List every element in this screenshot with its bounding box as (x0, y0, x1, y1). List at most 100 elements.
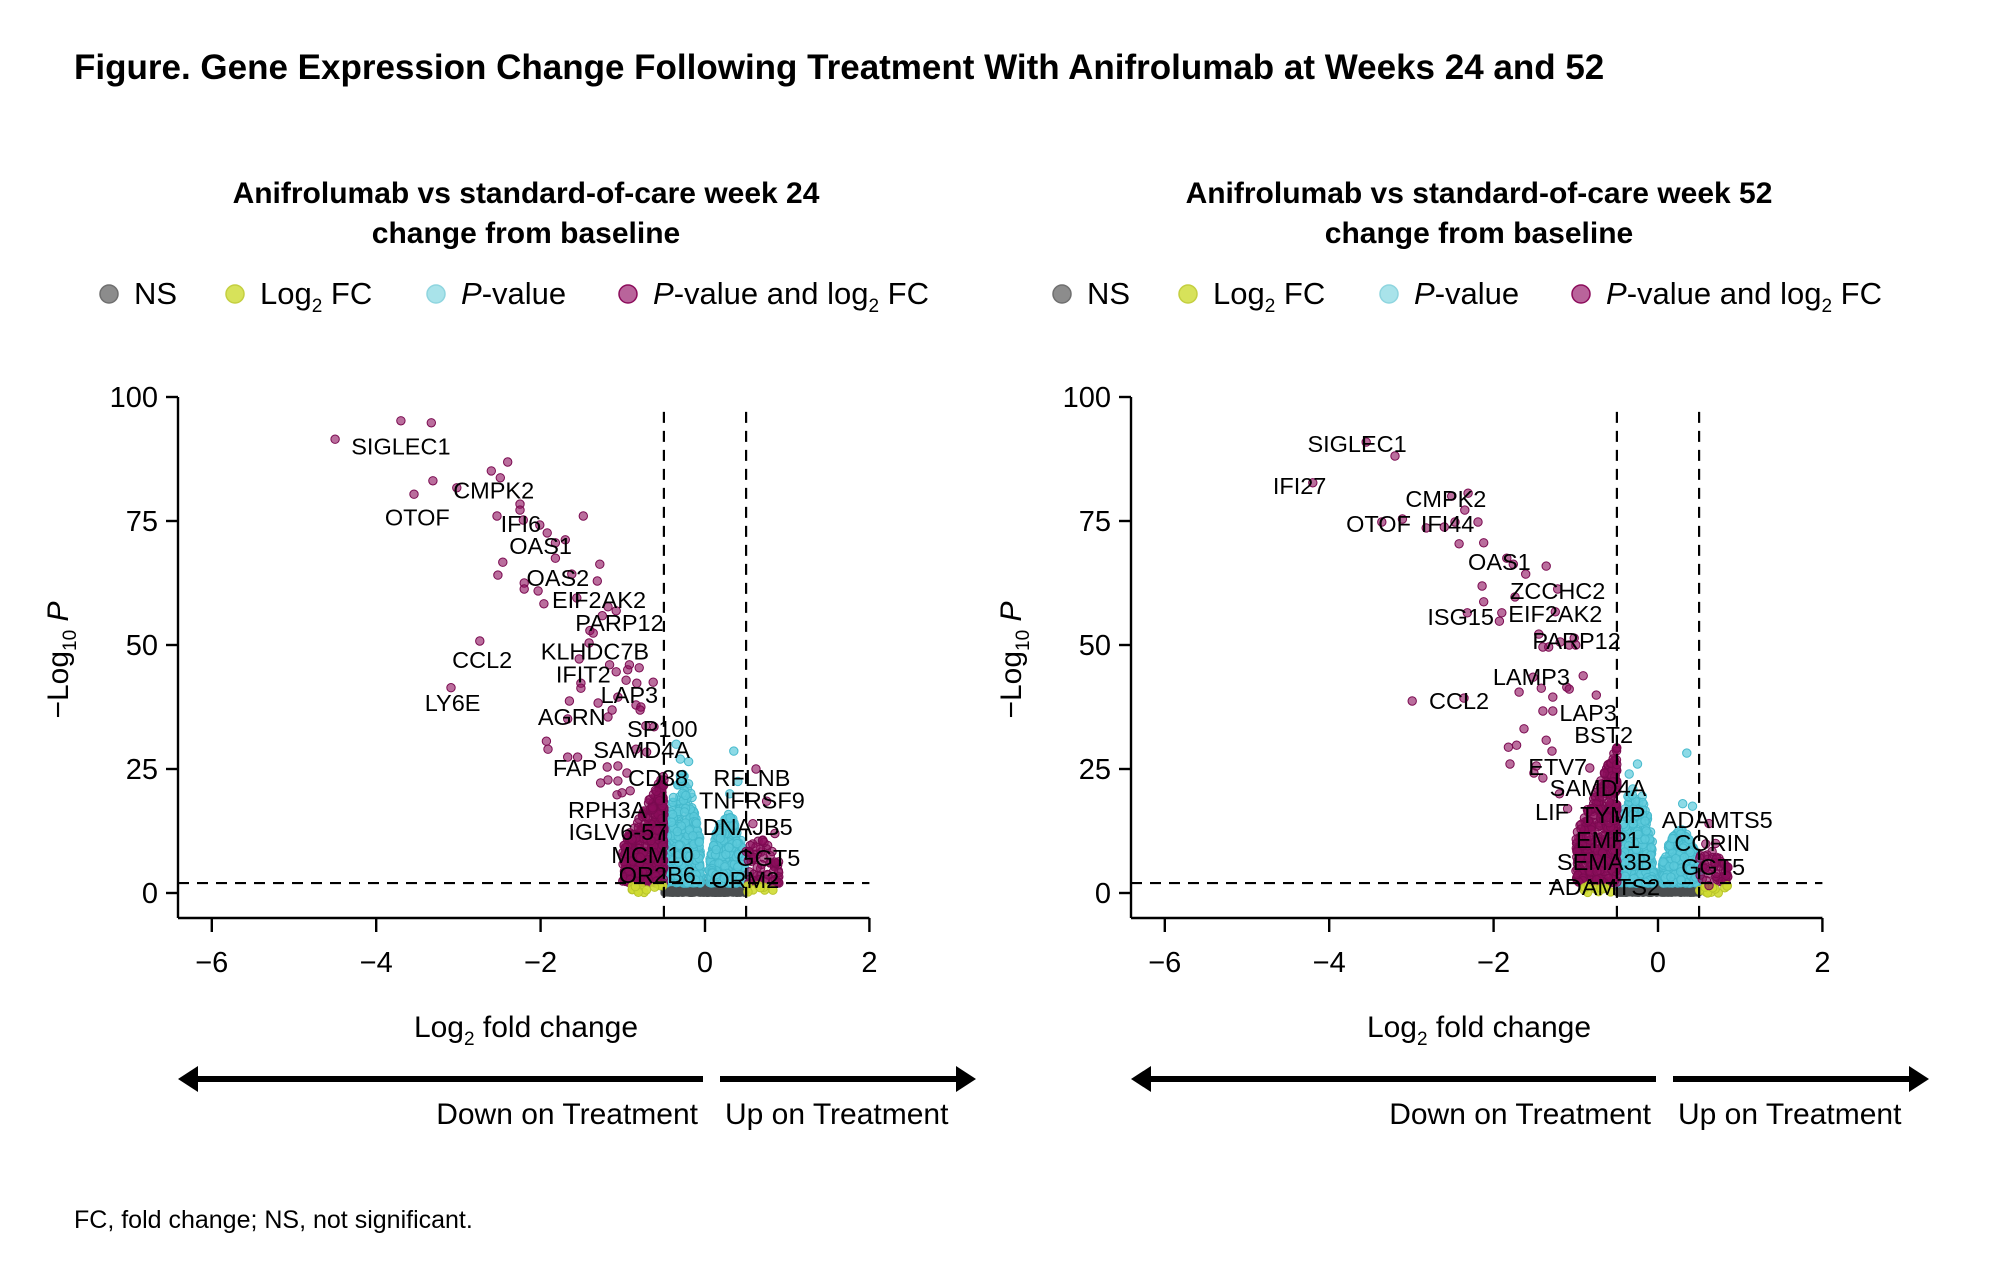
x-tick-label: −4 (360, 947, 393, 979)
gene-label: OR2B6 (619, 862, 696, 888)
point-both (498, 557, 508, 567)
x-tick-label: −6 (1148, 947, 1181, 979)
panel-week-24: Anifrolumab vs standard-of-care week 24c… (42, 177, 976, 1131)
point-both (1477, 581, 1487, 591)
point-both (1497, 608, 1507, 618)
gene-label: LY6E (425, 690, 481, 716)
point-both (1503, 742, 1514, 752)
gene-label: ADAMTS2 (1549, 874, 1660, 900)
direction-arrows: Down on Treatment Up on Treatment (178, 1066, 976, 1131)
gene-label: SEMA3B (1557, 849, 1652, 875)
gene-label: IFI27 (1273, 473, 1327, 499)
data-points (330, 416, 784, 898)
gene-label: ISG15 (1427, 604, 1494, 630)
legend-item-both: P-value and log2 FC (1571, 276, 1882, 317)
legend-item-ns: NS (99, 276, 177, 311)
legend-label-p: P-value (461, 276, 566, 311)
gene-label: LIF (1535, 799, 1569, 825)
y-tick-label: 75 (126, 506, 158, 538)
point-both (1548, 706, 1558, 716)
legend-marker-both (618, 284, 638, 304)
y-tick-label: 25 (1079, 754, 1111, 786)
figure-title: Figure. Gene Expression Change Following… (74, 48, 1605, 87)
gene-label: LAP3 (601, 682, 659, 708)
gene-label: CMPK2 (453, 478, 534, 504)
gene-label: OAS1 (1468, 549, 1531, 575)
gene-label: TYMP (1580, 802, 1645, 828)
point-p (688, 831, 698, 841)
point-p (729, 746, 739, 756)
gene-label: EIF2AK2 (552, 587, 646, 613)
point-both (493, 570, 503, 580)
point-both (1511, 740, 1522, 750)
legend-marker-fc (225, 284, 245, 304)
legend-label-fc: Log2 FC (260, 276, 372, 317)
y-axis-label: −Log10 P (995, 601, 1034, 718)
y-tick-label: 25 (126, 754, 158, 786)
x-tick-label: −4 (1313, 947, 1346, 979)
legend: NS Log2 FC P-value P-value and log2 FC (1052, 276, 1882, 317)
gene-label: GGT5 (1681, 854, 1745, 880)
point-both (1454, 539, 1464, 549)
x-tick-label: 2 (1814, 947, 1830, 979)
legend-item-ns: NS (1052, 276, 1130, 311)
point-both (396, 416, 406, 426)
point-both (1479, 538, 1489, 548)
down-arrow-head (178, 1066, 198, 1092)
point-both (613, 776, 623, 786)
legend-label-p: P-value (1414, 276, 1519, 311)
x-axis-label: Log2 fold change (1367, 1011, 1591, 1050)
gene-label: FAP (553, 755, 597, 781)
point-ns (1660, 887, 1669, 896)
point-both (1541, 561, 1551, 571)
gene-label: PARP12 (1532, 628, 1620, 654)
y-axis-label: −Log10 P (42, 601, 81, 718)
gene-label: DNAJB5 (703, 814, 793, 840)
up-on-treatment-label: Up on Treatment (1678, 1098, 1902, 1131)
up-on-treatment-label: Up on Treatment (725, 1098, 949, 1131)
y-tick-label: 100 (1063, 382, 1111, 414)
legend-marker-p (426, 284, 446, 304)
x-axis-label: Log2 fold change (414, 1011, 638, 1050)
gene-label: OAS1 (509, 533, 572, 559)
point-both (503, 457, 513, 467)
point-p (1658, 857, 1668, 867)
panel-week-52: Anifrolumab vs standard-of-care week 52c… (995, 177, 1929, 1131)
point-p (666, 817, 677, 827)
point-p (1669, 861, 1679, 871)
point-both (330, 434, 340, 444)
gene-label: OTOF (1346, 511, 1411, 537)
legend-marker-ns (99, 284, 119, 304)
point-both (654, 796, 665, 806)
gene-label: SIGLEC1 (351, 434, 450, 460)
legend-marker-fc (1178, 284, 1198, 304)
legend-item-p: P-value (1379, 276, 1519, 311)
legend-item-fc: Log2 FC (225, 276, 372, 317)
point-p (1682, 748, 1692, 758)
panel-subtitle: change from baseline (372, 217, 680, 250)
point-both (428, 476, 438, 486)
point-both (1494, 616, 1505, 626)
point-p (672, 826, 682, 837)
gene-label: ORM2 (711, 867, 779, 893)
point-p (691, 818, 702, 828)
point-both (611, 667, 621, 677)
gene-label: TNFRSF9 (699, 788, 805, 814)
x-tick-label: 2 (861, 947, 877, 979)
legend-label-fc: Log2 FC (1213, 276, 1325, 317)
up-arrow-head (1909, 1066, 1929, 1092)
gene-label: PARP12 (575, 610, 663, 636)
gene-label: IFI44 (1421, 511, 1475, 537)
down-on-treatment-label: Down on Treatment (1389, 1098, 1651, 1131)
gene-label: BST2 (1574, 722, 1633, 748)
point-both (595, 778, 606, 788)
down-on-treatment-label: Down on Treatment (436, 1098, 698, 1131)
point-both (1578, 671, 1588, 681)
point-both (1519, 724, 1529, 734)
legend-marker-ns (1052, 284, 1072, 304)
y-tick-label: 0 (142, 878, 158, 910)
gene-label: SAMD4A (593, 737, 690, 763)
y-tick-label: 0 (1095, 878, 1111, 910)
x-tick-label: 0 (697, 947, 713, 979)
